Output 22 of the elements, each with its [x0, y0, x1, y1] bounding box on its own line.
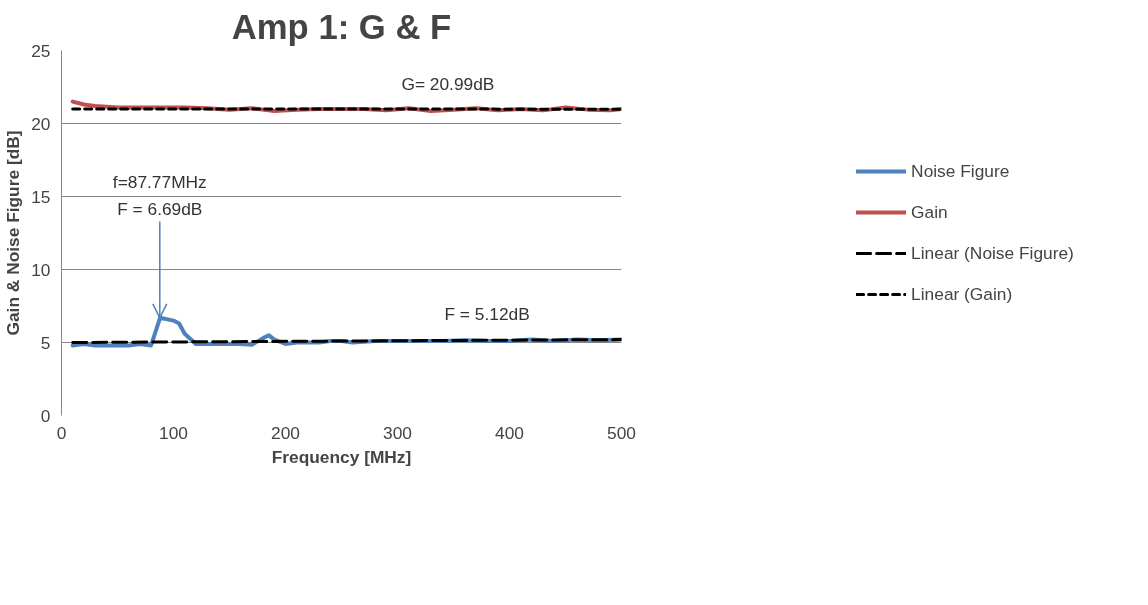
- x-tick-label: 300: [383, 422, 412, 443]
- x-tick-label: 500: [607, 422, 636, 443]
- y-tick-label: 20: [31, 113, 51, 134]
- y-tick-label: 0: [40, 405, 51, 426]
- x-tick-label: 100: [159, 422, 188, 443]
- y-tick-label: 25: [31, 40, 51, 61]
- y-tick-label: 5: [40, 332, 51, 353]
- legend-label: Noise Figure: [911, 160, 1010, 182]
- y-tick-label: 10: [31, 259, 51, 280]
- legend-label: Linear (Noise Figure): [911, 242, 1074, 264]
- chart-title: Amp 1: G & F: [231, 7, 452, 46]
- annotation: f=87.77MHz F = 6.69dB: [112, 172, 207, 219]
- y-axis-title: Gain & Noise Figure [dB]: [3, 130, 24, 336]
- annotation: G= 20.99dB: [401, 74, 495, 95]
- x-tick-label: 400: [495, 422, 524, 443]
- x-tick-label: 0: [56, 422, 67, 443]
- annotation: F = 5.12dB: [444, 304, 530, 325]
- x-tick-label: 200: [271, 422, 300, 443]
- legend-label: Gain: [911, 201, 948, 223]
- legend-label: Linear (Gain): [911, 283, 1013, 305]
- x-axis-title: Frequency [MHz]: [271, 446, 412, 467]
- y-tick-label: 15: [31, 186, 51, 207]
